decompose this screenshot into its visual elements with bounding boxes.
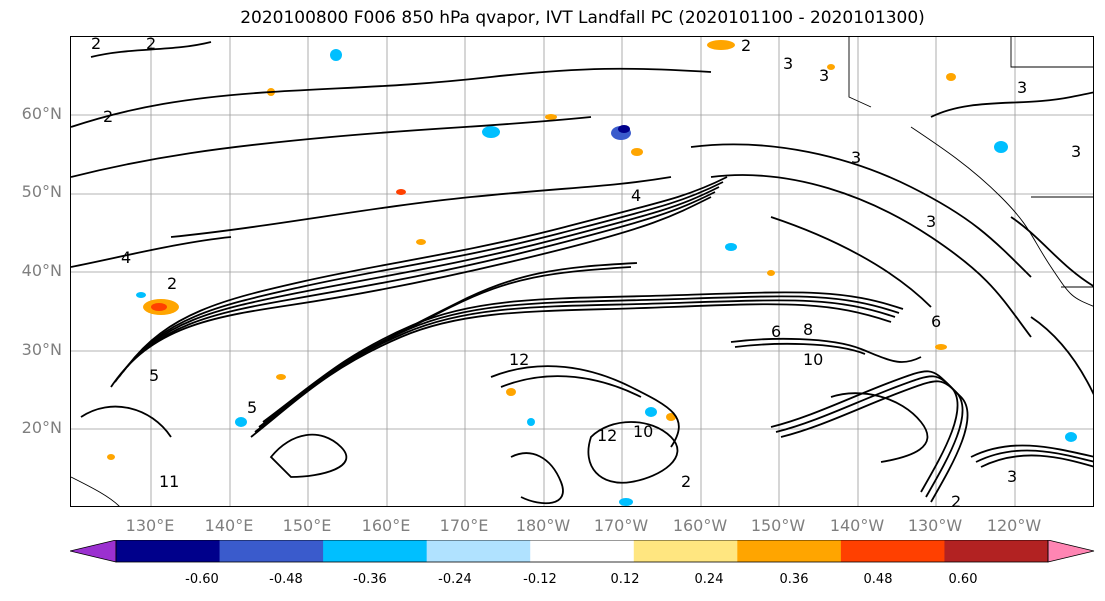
lat-label-60n: 60°N (21, 104, 62, 123)
lat-label-20n: 20°N (21, 418, 62, 437)
contour-label: 12 (597, 426, 617, 445)
colorbar-swatch (219, 540, 324, 562)
contour-label: 2 (167, 274, 177, 293)
contour-labels: 2 2 2 2 3 3 3 3 4 4 2 3 3 6 8 10 12 5 10… (91, 37, 1081, 507)
colorbar-swatch (633, 540, 738, 562)
colorbar-tick-label: 0.24 (694, 572, 724, 587)
contour-label: 5 (247, 398, 257, 417)
colorbar-tick-label: 0.60 (948, 572, 978, 587)
colorbar-swatches (69, 539, 1095, 563)
lon-label-160e: 160°E (361, 516, 411, 535)
colorbar-swatch (426, 540, 531, 562)
colorbar-outline (115, 539, 1049, 563)
lon-label-170w: 170°W (593, 516, 649, 535)
contour-label: 10 (803, 350, 823, 369)
lon-label-120w: 120°W (986, 516, 1042, 535)
graticule (71, 37, 1093, 506)
lat-label-50n: 50°N (21, 182, 62, 201)
contour-label: 3 (819, 66, 829, 85)
map-panel: 2 2 2 2 3 3 3 3 4 4 2 3 3 6 8 10 12 5 10… (70, 36, 1094, 507)
lon-label-140e: 140°E (204, 516, 254, 535)
lon-label-150e: 150°E (282, 516, 332, 535)
colorbar-tick-label: 0.48 (863, 572, 893, 587)
colorbar-swatch (116, 540, 221, 562)
colorbar-tick-label: -0.36 (353, 572, 387, 587)
coastlines (71, 37, 1093, 506)
contour-label: 4 (631, 186, 641, 205)
colorbar-extend-low (69, 539, 117, 563)
colorbar-tick-label: -0.24 (438, 572, 472, 587)
colorbar-swatch (944, 540, 1049, 562)
contour-label: 2 (146, 37, 156, 53)
lat-label-40n: 40°N (21, 261, 62, 280)
lon-label-140w: 140°W (829, 516, 885, 535)
colorbar-tick-label: 0.36 (779, 572, 809, 587)
contour-label: 2 (951, 492, 961, 507)
contour-label: 11 (159, 472, 179, 491)
ivt-contours (71, 41, 1093, 505)
colorbar (69, 539, 1095, 568)
contour-label: 3 (783, 54, 793, 73)
lon-label-150w: 150°W (750, 516, 806, 535)
contour-label: 3 (1071, 142, 1081, 161)
lon-label-130w: 130°W (907, 516, 963, 535)
lon-label-180w: 180°W (515, 516, 571, 535)
contour-map: 2 2 2 2 3 3 3 3 4 4 2 3 3 6 8 10 12 5 10… (71, 37, 1093, 507)
contour-label: 5 (149, 366, 159, 385)
contour-label: 8 (803, 320, 813, 339)
contour-label: 6 (771, 322, 781, 341)
lat-label-30n: 30°N (21, 340, 62, 359)
lon-label-160w: 160°W (672, 516, 728, 535)
colorbar-swatch (840, 540, 945, 562)
contour-label: 3 (851, 148, 861, 167)
colorbar-swatch (530, 540, 635, 562)
colorbar-swatch (323, 540, 428, 562)
colorbar-extend-high (1047, 539, 1095, 563)
colorbar-tick-label: -0.60 (185, 572, 219, 587)
contour-label: 2 (91, 37, 101, 53)
contour-label: 3 (1007, 467, 1017, 486)
lon-label-170e: 170°E (439, 516, 489, 535)
contour-label: 2 (681, 472, 691, 491)
colorbar-swatch (737, 540, 842, 562)
contour-label: 10 (633, 422, 653, 441)
colorbar-tick-label: 0.12 (610, 572, 640, 587)
contour-label: 12 (509, 350, 529, 369)
contour-label: 3 (926, 212, 936, 231)
contour-label: 4 (121, 248, 131, 267)
colorbar-tick-label: -0.48 (269, 572, 303, 587)
contour-label: 3 (1017, 78, 1027, 97)
contour-label: 2 (741, 37, 751, 55)
contour-label: 6 (931, 312, 941, 331)
contour-label: 2 (103, 107, 113, 126)
lon-label-130e: 130°E (125, 516, 175, 535)
shaded-anomalies (107, 40, 1077, 506)
map-title: 2020100800 F006 850 hPa qvapor, IVT Land… (240, 8, 925, 28)
colorbar-tick-label: -0.12 (523, 572, 557, 587)
